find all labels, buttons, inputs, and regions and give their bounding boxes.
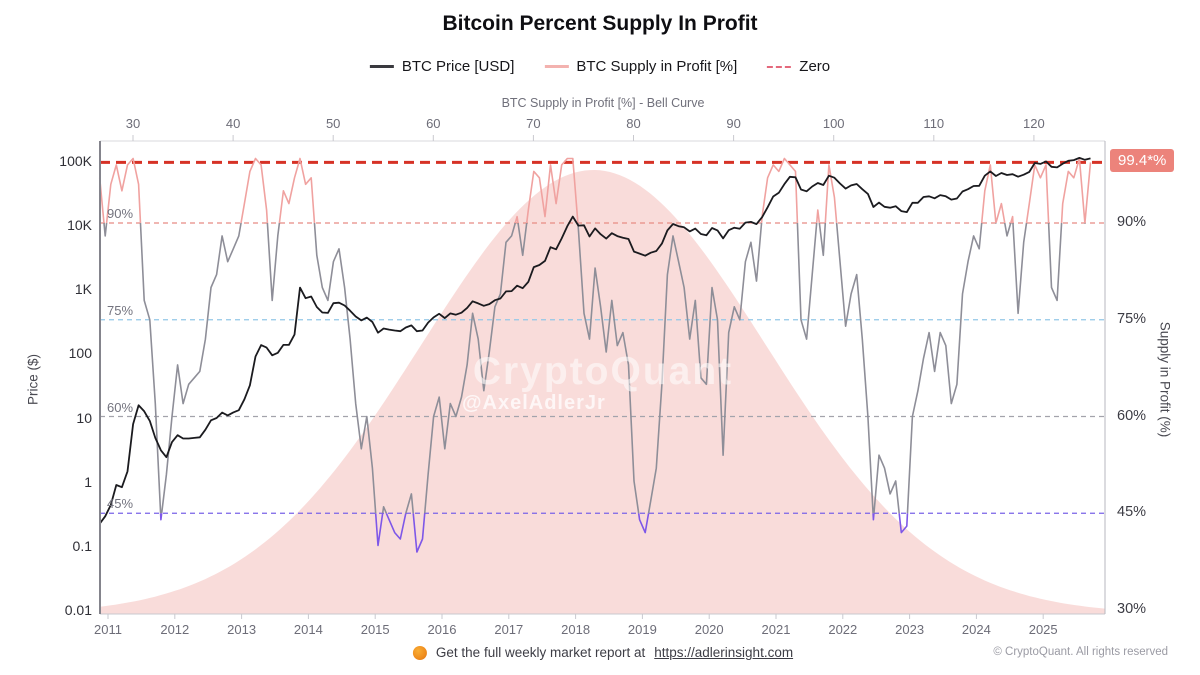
ref-line-label: 90% xyxy=(107,206,134,221)
top-axis-tick: 40 xyxy=(225,116,241,131)
year-tick: 2014 xyxy=(293,622,323,637)
legend-item-supply: BTC Supply in Profit [%] xyxy=(544,58,737,75)
watermark-handle: @AxelAdlerJr xyxy=(462,392,606,414)
year-tick: 2024 xyxy=(961,622,991,637)
year-tick: 2018 xyxy=(561,622,591,637)
watermark-brand: CryptoQuant xyxy=(472,350,734,393)
legend-label: Zero xyxy=(799,58,831,75)
top-axis-tick: 100 xyxy=(822,116,845,131)
right-axis-title: Supply in Profit (%) xyxy=(1157,321,1173,438)
current-value-badge: 99.4*% xyxy=(1110,149,1175,172)
supply-in-profit-line xyxy=(98,157,1092,223)
top-axis-tick: 30 xyxy=(125,116,141,131)
top-axis-tick: 110 xyxy=(923,116,945,131)
year-tick: 2015 xyxy=(360,622,390,637)
legend-label: BTC Price [USD] xyxy=(401,58,515,75)
left-axis-tick: 10K xyxy=(67,217,92,234)
left-axis-tick: 1 xyxy=(84,473,92,490)
report-link[interactable]: https://adlerinsight.com xyxy=(654,645,794,660)
footer-report: Get the full weekly market report at htt… xyxy=(412,645,794,660)
year-tick: 2016 xyxy=(427,622,457,637)
legend: BTC Price [USD] BTC Supply in Profit [%]… xyxy=(369,58,830,75)
left-axis-tick: 0.1 xyxy=(72,537,92,554)
left-axis-tick: 10 xyxy=(76,409,92,426)
bell-curve xyxy=(100,170,1105,614)
ref-line-label: 60% xyxy=(107,399,134,415)
year-tick: 2019 xyxy=(627,622,657,637)
year-tick: 2012 xyxy=(160,622,190,637)
year-tick: 2025 xyxy=(1028,622,1058,637)
year-tick: 2021 xyxy=(761,622,791,637)
top-axis-tick: 70 xyxy=(526,116,541,131)
year-tick: 2020 xyxy=(694,622,724,637)
btc-price-line xyxy=(98,156,1091,525)
supply-line-swatch-icon xyxy=(544,65,569,68)
legend-item-price: BTC Price [USD] xyxy=(369,58,515,75)
copyright-text: © CryptoQuant. All rights reserved xyxy=(993,646,1168,658)
page-title: Bitcoin Percent Supply In Profit xyxy=(442,12,758,35)
left-axis-tick: 0.01 xyxy=(64,602,92,618)
right-axis-tick: 30% xyxy=(1117,601,1147,617)
top-axis-title: BTC Supply in Profit [%] - Bell Curve xyxy=(501,96,705,110)
footer-text: Get the full weekly market report at xyxy=(435,645,646,660)
left-axis-tick: 100 xyxy=(68,345,92,362)
right-axis-tick: 90% xyxy=(1117,214,1147,230)
top-axis-tick: 50 xyxy=(325,116,341,131)
right-axis-tick: 60% xyxy=(1117,407,1147,424)
ref-line-label: 45% xyxy=(107,496,134,512)
zero-line-swatch-icon xyxy=(767,65,792,68)
legend-label: BTC Supply in Profit [%] xyxy=(576,58,738,75)
year-tick: 2017 xyxy=(494,622,524,637)
right-axis-tick: 75% xyxy=(1117,310,1147,327)
supply-in-profit-line xyxy=(103,223,1086,514)
year-tick: 2013 xyxy=(227,622,257,637)
year-tick: 2023 xyxy=(895,622,925,637)
top-axis-tick: 90 xyxy=(726,116,741,131)
orange-dot-icon xyxy=(412,645,427,660)
year-tick: 2011 xyxy=(94,622,122,637)
top-axis-tick: 80 xyxy=(626,116,641,131)
left-axis-tick: 1K xyxy=(74,281,92,298)
legend-item-zero: Zero xyxy=(767,58,830,75)
right-axis-tick: 45% xyxy=(1117,504,1147,521)
year-tick: 2022 xyxy=(828,622,858,637)
ref-line-label: 75% xyxy=(107,302,134,318)
top-axis-tick: 120 xyxy=(1023,116,1045,131)
top-axis-tick: 60 xyxy=(426,116,441,131)
price-line-swatch-icon xyxy=(369,65,394,68)
left-axis-tick: 100K xyxy=(59,153,92,170)
